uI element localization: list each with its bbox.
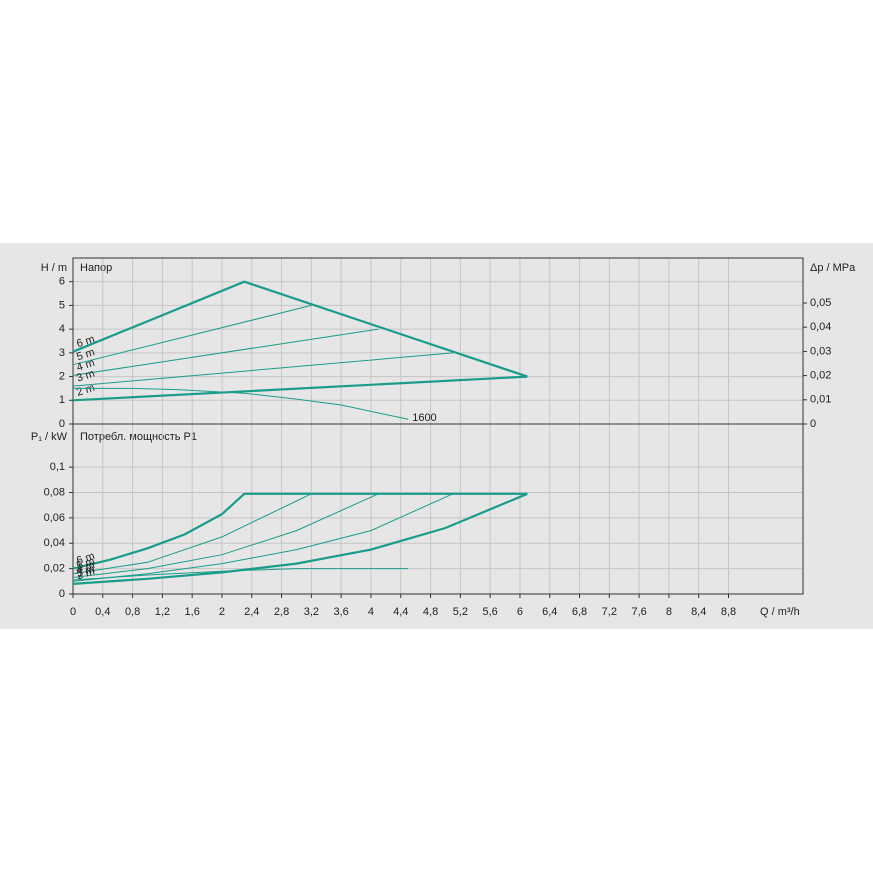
x-tick-label: 8,4	[691, 606, 706, 618]
y-axis-label: H / m	[41, 262, 67, 274]
y-tick-label: 2	[59, 370, 65, 382]
x-tick-label: 1,6	[185, 606, 200, 618]
x-tick-label: 2,4	[244, 606, 259, 618]
x-tick-label: 6,4	[542, 606, 557, 618]
curve	[73, 387, 409, 420]
curve-label: 4 m	[75, 559, 96, 576]
y-tick-label: 5	[59, 299, 65, 311]
curve	[72, 568, 409, 581]
x-tick-label: 2,8	[274, 606, 289, 618]
y-tick-label: 1	[59, 394, 65, 406]
curve-label: 6 m	[75, 333, 96, 350]
x-tick-label: 5,2	[453, 606, 468, 618]
x-tick-label: 0,8	[125, 606, 140, 618]
x-tick-label: 6	[517, 606, 523, 618]
curve-label: 2 m	[75, 565, 96, 582]
x-axis-label: Q / m³/h	[760, 606, 800, 618]
curve	[72, 493, 379, 578]
curve	[72, 375, 528, 402]
y2-tick-label: 0,04	[810, 321, 831, 333]
x-tick-label: 4,8	[423, 606, 438, 618]
y2-tick-label: 0,05	[810, 297, 831, 309]
curve-label: 6 m	[75, 550, 96, 567]
x-tick-label: 0,4	[95, 606, 110, 618]
x-tick-label: 5,6	[482, 606, 497, 618]
y-tick-label: 0,06	[44, 512, 65, 524]
curve	[72, 304, 312, 366]
x-tick-label: 8	[666, 606, 672, 618]
x-tick-label: 8,8	[721, 606, 736, 618]
curve-label: 1600	[412, 412, 436, 424]
y-tick-label: 0	[59, 418, 65, 430]
y-axis-label: P₁ / kW	[31, 431, 68, 443]
curve	[72, 492, 528, 570]
curve	[72, 352, 453, 387]
curve-label: 5 m	[75, 555, 96, 572]
chart-title: Потребл. мощность P1	[80, 431, 197, 443]
x-tick-label: 3,6	[334, 606, 349, 618]
curve-label: 3 m	[75, 368, 96, 385]
chart-title: Напор	[80, 262, 112, 274]
y2-tick-label: 0,03	[810, 345, 831, 357]
y2-tick-label: 0,01	[810, 394, 831, 406]
x-tick-label: 4	[368, 606, 374, 618]
y2-axis-label: Δp / MPa	[810, 262, 856, 274]
y-tick-label: 4	[59, 323, 65, 335]
curve-label: 4 m	[75, 357, 96, 374]
curve	[72, 492, 528, 585]
y-tick-label: 0,08	[44, 486, 65, 498]
plot-frame	[72, 423, 804, 595]
curve-label: 5 m	[75, 346, 96, 363]
x-tick-label: 3,2	[304, 606, 319, 618]
y-tick-label: 0,04	[44, 537, 65, 549]
y-tick-label: 0,02	[44, 563, 65, 575]
x-tick-label: 2	[219, 606, 225, 618]
curve-label: 3 m	[75, 563, 96, 580]
x-tick-label: 7,2	[602, 606, 617, 618]
x-tick-label: 4,4	[393, 606, 408, 618]
y2-tick-label: 0	[810, 418, 816, 430]
curve	[72, 280, 528, 378]
x-tick-label: 0	[70, 606, 76, 618]
curve	[72, 493, 312, 575]
x-tick-label: 7,6	[631, 606, 646, 618]
y-tick-label: 6	[59, 276, 65, 288]
y-tick-label: 0	[59, 588, 65, 600]
x-tick-label: 1,2	[155, 606, 170, 618]
curve	[72, 493, 454, 582]
curve	[72, 328, 379, 376]
curve-label: 2 m	[75, 382, 96, 399]
y2-tick-label: 0,02	[810, 370, 831, 382]
y-tick-label: 0,1	[50, 461, 65, 473]
chart-background	[0, 243, 873, 629]
y-tick-label: 3	[59, 347, 65, 359]
x-tick-label: 6,8	[572, 606, 587, 618]
